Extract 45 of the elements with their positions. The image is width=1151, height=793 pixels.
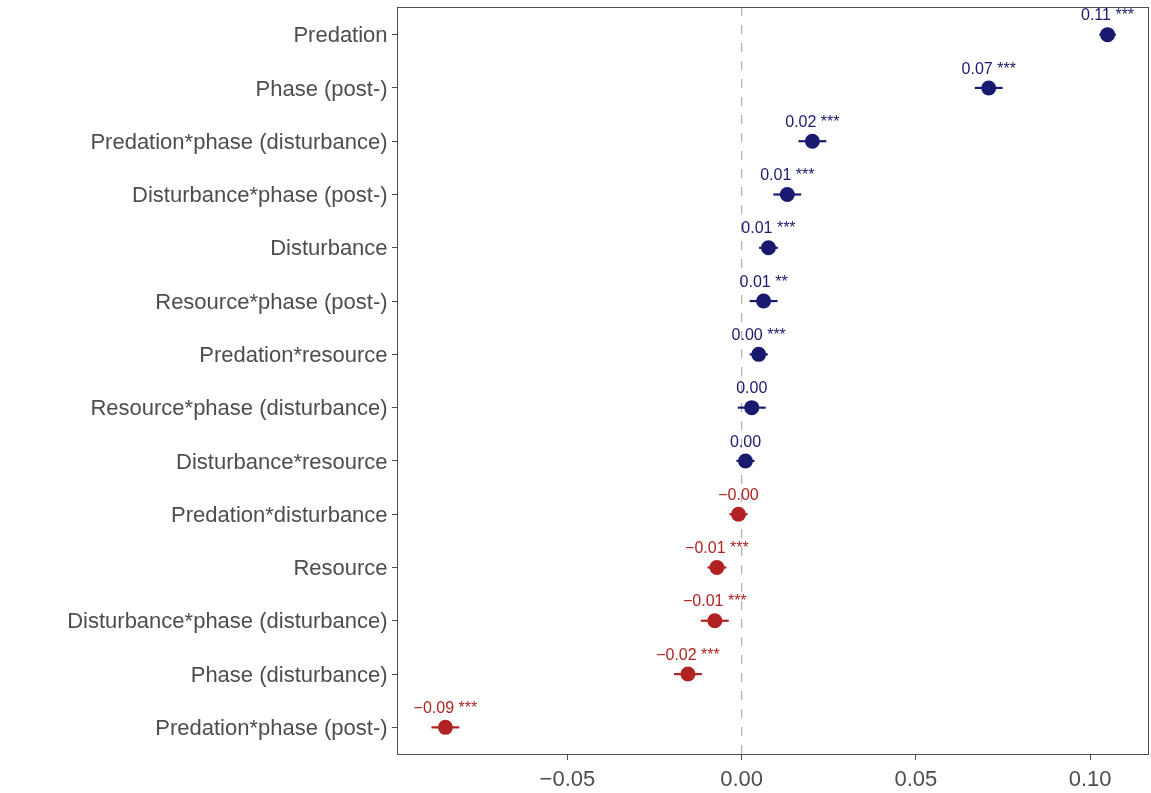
- y-tick-label: Disturbance*phase (post-): [132, 182, 388, 208]
- y-tick-label: Phase (post-): [255, 75, 388, 101]
- data-label: 0.01 **: [739, 272, 788, 290]
- y-tick-label: Phase (disturbance): [190, 661, 388, 687]
- y-tick-label: Predation: [293, 22, 388, 48]
- data-label: 0.00: [736, 379, 768, 397]
- data-label: 0.07 ***: [961, 59, 1016, 77]
- point: [779, 187, 795, 202]
- point: [437, 719, 453, 735]
- y-tick-label: Resource*phase (post-): [155, 288, 388, 314]
- y-tick-label: Predation*phase (post-): [155, 715, 388, 741]
- point: [804, 133, 820, 149]
- data-label: 0.11 ***: [1081, 6, 1135, 24]
- data-label: 0.02 ***: [785, 112, 840, 130]
- y-tick-label: Disturbance*phase (disturbance): [67, 608, 388, 634]
- point: [760, 240, 776, 256]
- point: [680, 666, 696, 682]
- y-tick-label: Predation*disturbance: [171, 501, 388, 527]
- x-tick-label: 0.10: [1068, 766, 1112, 792]
- point: [981, 80, 997, 96]
- y-tick-label: Resource: [293, 555, 388, 581]
- point: [731, 506, 746, 522]
- data-label: −0.02 ***: [656, 645, 720, 663]
- data-label: −0.01 ***: [685, 539, 749, 557]
- point: [756, 293, 772, 309]
- y-tick-label: Resource*phase (disturbance): [90, 395, 388, 421]
- y-tick-label: Predation*resource: [199, 342, 388, 368]
- data-label: 0.01 ***: [741, 219, 796, 237]
- data-label: 0.00: [729, 432, 762, 450]
- data-label: −0.01 ***: [683, 592, 747, 610]
- point: [707, 613, 723, 629]
- point: [751, 346, 767, 362]
- data-label: −0.00: [718, 485, 759, 503]
- y-tick-label: Disturbance: [270, 235, 388, 261]
- x-tick-label: −0.05: [539, 766, 596, 792]
- data-label: 0.00 ***: [731, 325, 786, 343]
- point: [744, 400, 760, 416]
- y-tick-label: Predation*phase (disturbance): [90, 128, 388, 154]
- point: [737, 453, 753, 469]
- x-tick-label: 0.00: [720, 766, 764, 792]
- y-tick-label: Disturbance*resource: [176, 448, 388, 474]
- data-label: 0.01 ***: [760, 166, 815, 184]
- x-tick-label: 0.05: [894, 766, 938, 792]
- data-label: −0.09 ***: [413, 698, 478, 716]
- point: [709, 560, 725, 575]
